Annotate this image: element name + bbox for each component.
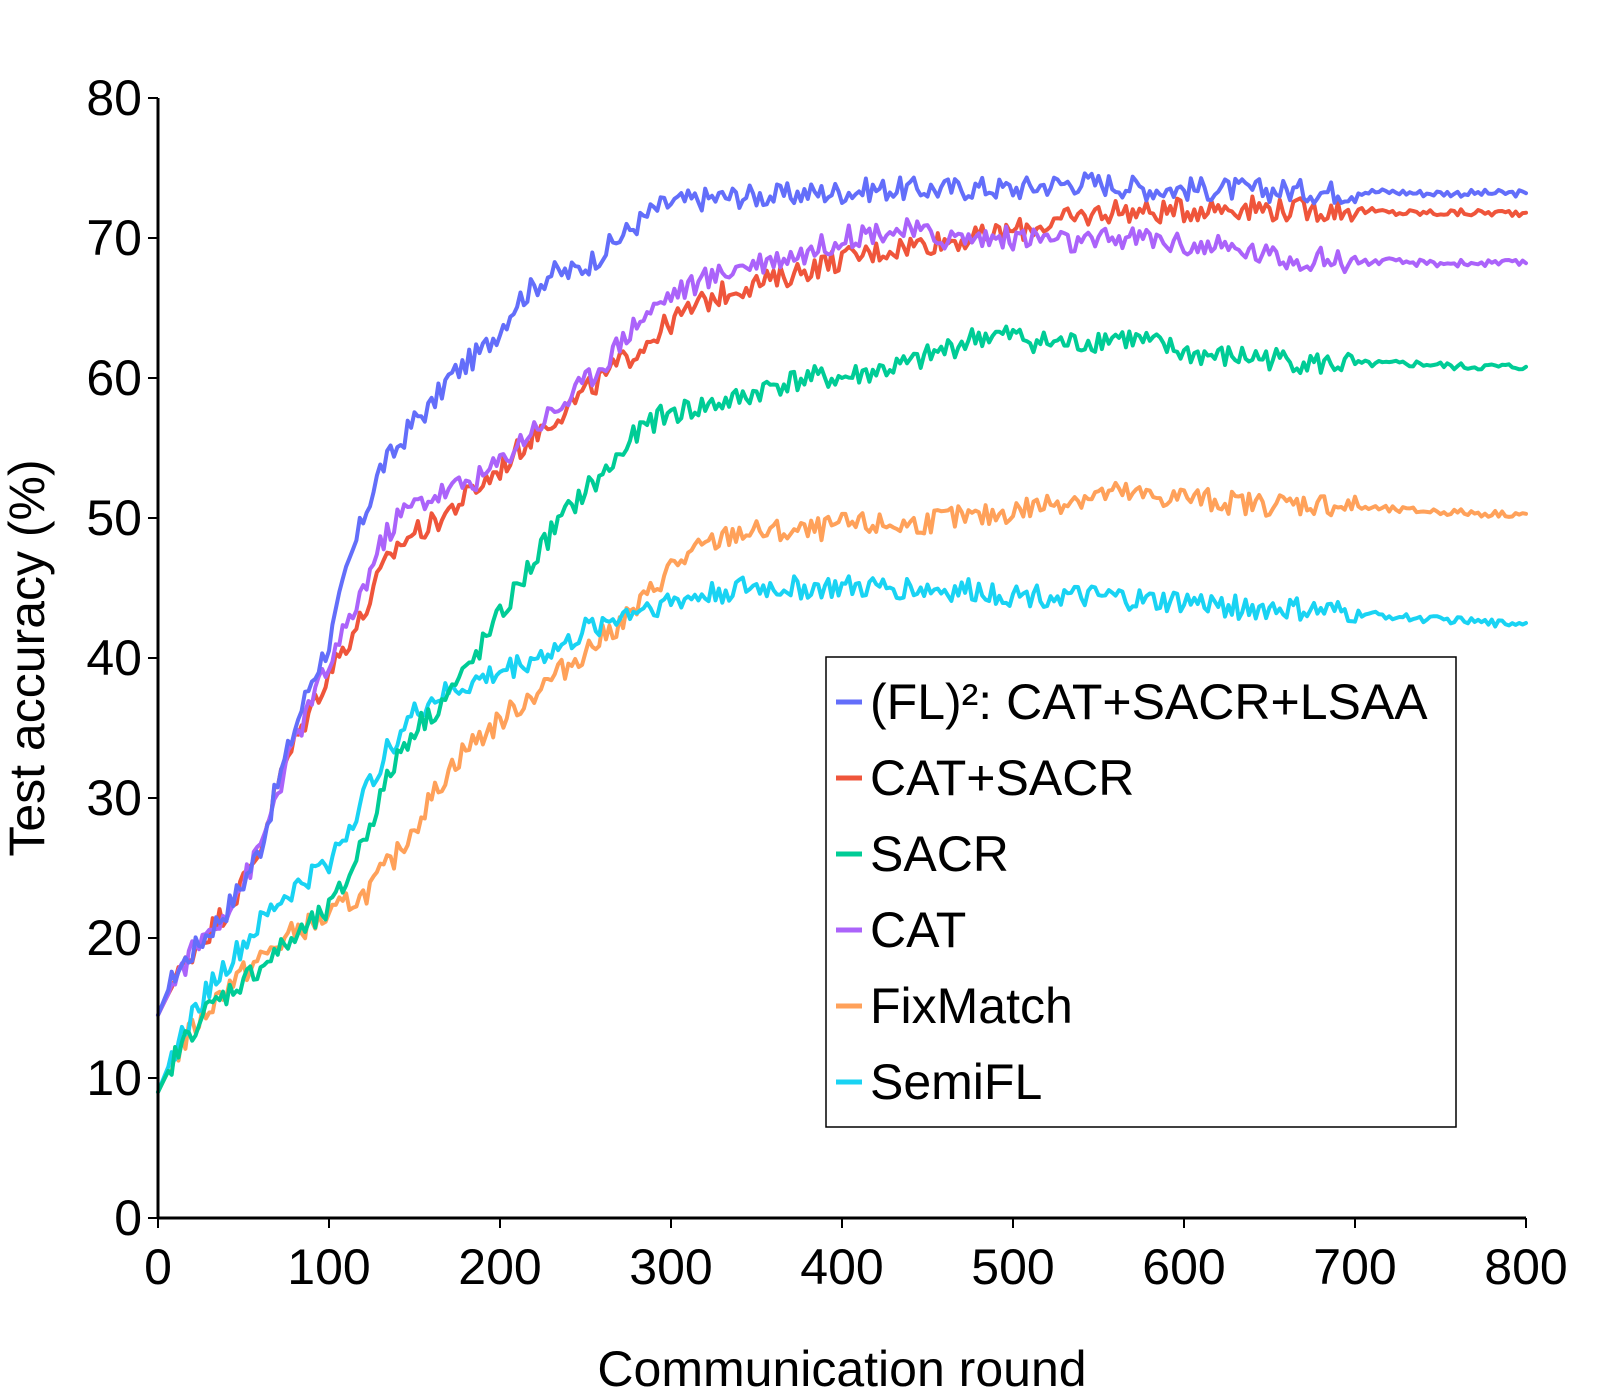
legend-label: CAT (870, 902, 966, 958)
series-line-1 (156, 194, 1528, 1017)
y-tick-label: 70 (86, 210, 142, 266)
legend-label: SemiFL (870, 1054, 1042, 1110)
x-tick-label: 500 (971, 1239, 1054, 1295)
legend: (FL)²: CAT+SACR+LSAA CAT+SACR SACR CAT FixMa… (825, 656, 1457, 1128)
series-line-0 (156, 171, 1528, 1017)
x-axis-title: Communication round (597, 1341, 1086, 1397)
series-layer (156, 171, 1528, 1094)
y-tick-label: 30 (86, 770, 142, 826)
x-tick-label: 100 (287, 1239, 370, 1295)
x-tick-label: 700 (1313, 1239, 1396, 1295)
series-line-4 (156, 480, 1528, 1094)
x-tick-label: 300 (629, 1239, 712, 1295)
legend-label: SACR (870, 826, 1009, 882)
y-axis-title: Test accuracy (%) (0, 459, 55, 856)
x-tick-label: 600 (1142, 1239, 1225, 1295)
y-tick-label: 50 (86, 490, 142, 546)
x-tick-label: 0 (144, 1239, 172, 1295)
y-tick-label: 20 (86, 910, 142, 966)
y-tick-label: 10 (86, 1050, 142, 1106)
y-tick-label: 80 (86, 70, 142, 126)
series-line-3 (156, 217, 1528, 1017)
series-line-5 (156, 574, 1528, 1094)
legend-box (825, 656, 1457, 1128)
x-tick-label: 400 (800, 1239, 883, 1295)
series-line-2 (156, 324, 1528, 1094)
x-tick-label: 200 (458, 1239, 541, 1295)
legend-label: CAT+SACR (870, 750, 1134, 806)
y-tick-label: 40 (86, 630, 142, 686)
y-tick-label: 60 (86, 350, 142, 406)
legend-label: (FL)²: CAT+SACR+LSAA (870, 674, 1428, 730)
x-tick-label: 800 (1484, 1239, 1567, 1295)
legend-label: FixMatch (870, 978, 1073, 1034)
y-tick-label: 0 (114, 1190, 142, 1246)
